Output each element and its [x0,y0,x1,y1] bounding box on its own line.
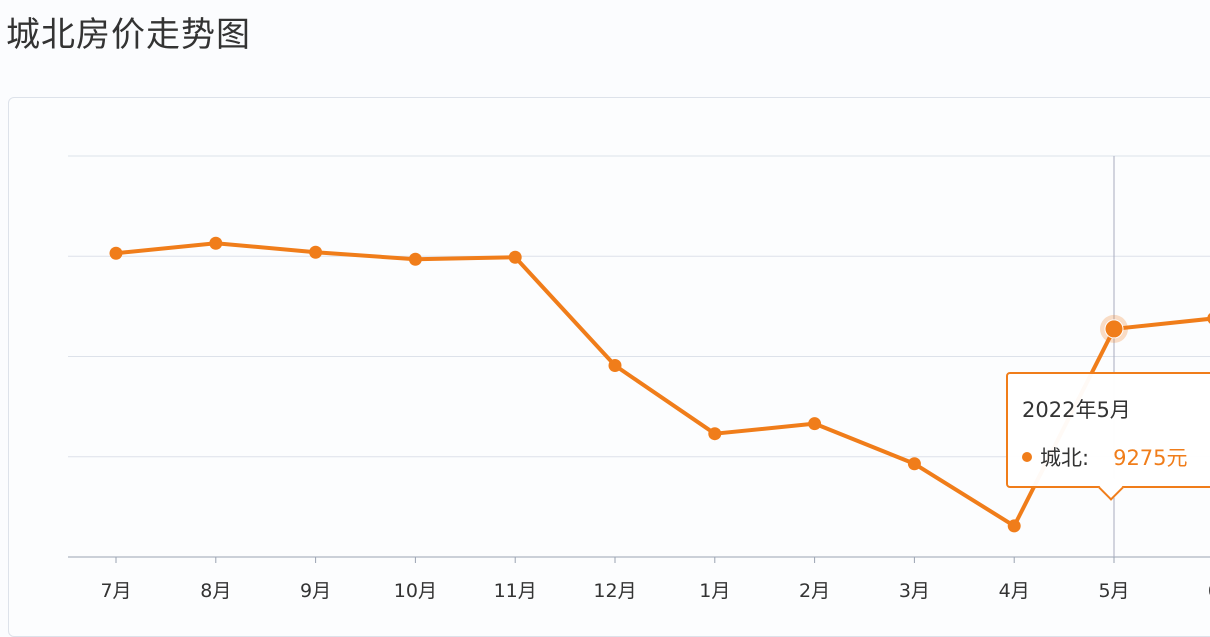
data-point [209,236,223,250]
x-tick-label: 2月 [799,580,830,602]
x-tick-label: 7月 [100,580,131,602]
data-point [1207,313,1210,324]
data-point [808,417,822,431]
x-tick-label: 6 [1208,580,1210,602]
x-tick-label: 8月 [200,580,231,602]
x-tick-label: 3月 [899,580,930,602]
data-point [508,250,522,264]
x-tick-label: 5月 [1098,580,1129,602]
x-tick-label: 12月 [593,580,636,602]
page-title: 城北房价走势图 [6,15,251,55]
data-point [708,427,722,441]
tooltip-title: 2022年5月 [1022,398,1131,422]
x-tick-label: 9月 [300,580,331,602]
x-tick-label: 10月 [394,580,437,602]
data-point [1007,519,1021,533]
data-point [608,359,622,373]
data-point [907,457,921,471]
data-point [109,246,123,260]
x-tick-label: 11月 [494,580,537,602]
line-chart: 7月 8月 9月 10月 11月 12月 1月 2月 3月 4月 5月 6 [68,155,1210,602]
highlight-point [1104,319,1124,339]
tooltip-series-name: 城北: [1040,446,1090,470]
chart-tooltip: 2022年5月 城北: 9275元 [1006,372,1210,501]
data-point [309,245,323,259]
series-marker-icon [1022,452,1032,462]
x-tick-label: 1月 [699,580,730,602]
series-line [114,241,1210,528]
x-tick-label: 4月 [999,580,1030,602]
data-point [408,252,422,266]
tooltip-row: 城北: 9275元 [1022,442,1188,472]
tooltip-value: 9275元 [1113,446,1188,470]
